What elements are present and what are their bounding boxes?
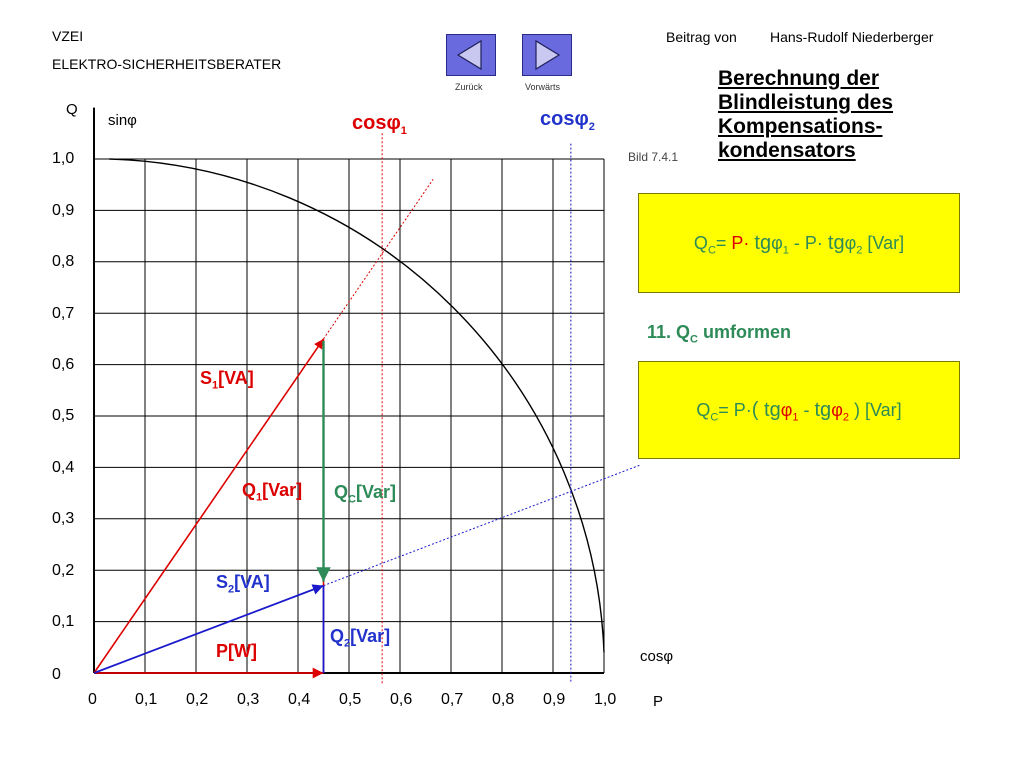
cos-phi2-label: cosφ2 (540, 108, 595, 133)
y-tick-label: 0,1 (52, 613, 75, 630)
figure-ref: Bild 7.4.1 (628, 150, 679, 164)
header-author: Hans-Rudolf Niederberger (770, 29, 934, 45)
s2-label: S2[VA] (216, 572, 270, 596)
cos-helper-lines (323, 133, 640, 684)
x-tick-label: 0,1 (135, 691, 158, 708)
x-tick-label: 0,7 (441, 691, 464, 708)
y-tick-label: 0,9 (52, 202, 75, 219)
y-tick-label: 0,7 (52, 305, 75, 322)
header-org: VZEI (52, 28, 84, 44)
title-line: Berechnung der (718, 67, 880, 90)
back-button-label[interactable]: Zurück (455, 82, 483, 92)
x-axis-name: P (653, 693, 664, 710)
y-tick-label: 0,2 (52, 562, 75, 579)
s2-extension (323, 464, 640, 587)
formula-1: QC= P· tgφ1 - P· tgφ2 [Var] (693, 232, 905, 257)
y-tick-label: 0,6 (52, 356, 75, 373)
formula-box-1: QC= P· tgφ1 - P· tgφ2 [Var] (638, 193, 960, 293)
s1-vector (93, 338, 325, 674)
x-tick-label: 0,9 (543, 691, 566, 708)
y-tick-label: 0,4 (52, 459, 75, 476)
y-tick-label: 0,8 (52, 253, 75, 270)
title-line: Kompensations- (718, 115, 883, 138)
title-line: kondensators (718, 139, 856, 162)
x-tick-label: 0,8 (492, 691, 515, 708)
p-label: P[W] (216, 641, 257, 661)
back-button[interactable] (446, 34, 496, 76)
x-tick-label: 0,4 (288, 691, 311, 708)
y-axis-name: Q (66, 101, 78, 118)
y-tick-label: 0 (52, 666, 61, 683)
grid (93, 158, 605, 674)
q1-label: Q1[Var] (242, 480, 303, 504)
page-title: Berechnung der Blindleistung des Kompens… (718, 67, 893, 163)
header-subtitle: ELEKTRO-SICHERHEITSBERATER (52, 56, 282, 72)
q2-label: Q2[Var] (330, 626, 391, 650)
s2-vector (93, 584, 324, 674)
s1-label: S1[VA] (200, 368, 254, 392)
step-label: 11. QC umformen (647, 322, 792, 346)
sin-phi-label: sinφ (108, 112, 137, 129)
x-tick-label: 0 (88, 691, 97, 708)
qc-label: QC[Var] (334, 482, 396, 506)
formula-2: QC= P·( tgφ1 - tgφ2 ) [Var] (696, 399, 902, 424)
y-tick-label: 1,0 (52, 150, 75, 167)
y-tick-label: 0,5 (52, 407, 75, 424)
x-tick-label: 0,2 (186, 691, 209, 708)
triangle-left-icon (456, 39, 482, 71)
forward-button-label[interactable]: Vorwärts (525, 82, 561, 92)
forward-button[interactable] (522, 34, 572, 76)
s1-extension (323, 178, 434, 340)
x-tick-label: 0,6 (390, 691, 413, 708)
cos-phi-label: cosφ (640, 648, 674, 665)
unit-circle-arc (109, 158, 605, 653)
formula-box-2: QC= P·( tgφ1 - tgφ2 ) [Var] (638, 361, 960, 459)
title-line: Blindleistung des (718, 91, 894, 114)
y-tick-label: 0,3 (52, 510, 75, 527)
header-contrib-prefix: Beitrag von (666, 29, 737, 45)
x-tick-label: 0,3 (237, 691, 260, 708)
triangle-right-icon (535, 39, 561, 71)
x-tick-label: 0,5 (339, 691, 362, 708)
x-tick-label: 1,0 (594, 691, 617, 708)
cos-phi1-label: cosφ1 (352, 112, 407, 137)
vectors (93, 338, 331, 679)
